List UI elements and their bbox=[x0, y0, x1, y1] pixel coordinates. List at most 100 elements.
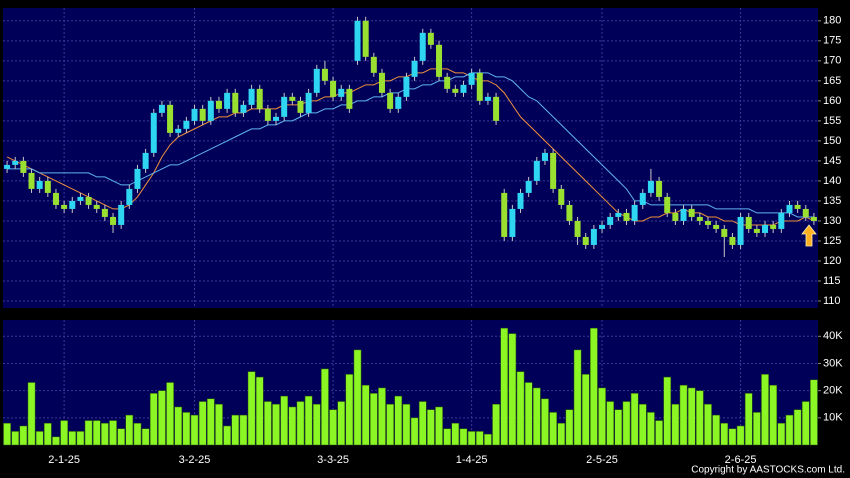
volume-bar bbox=[84, 420, 93, 446]
candle-body bbox=[199, 108, 206, 121]
y-tick-label: 155 bbox=[823, 115, 841, 127]
volume-bar bbox=[598, 387, 606, 446]
candle-body bbox=[647, 180, 654, 193]
y-tick-label: 125 bbox=[823, 235, 841, 247]
candle-body bbox=[248, 88, 255, 105]
volume-bar bbox=[508, 333, 517, 446]
y-tick-label: 110 bbox=[823, 295, 841, 307]
candle-body bbox=[802, 208, 809, 217]
volume-bar bbox=[590, 327, 598, 446]
volume-bar bbox=[663, 376, 672, 446]
volume-bar bbox=[801, 401, 810, 446]
volume-bar bbox=[386, 403, 394, 446]
volume-bar bbox=[378, 387, 386, 446]
volume-bar bbox=[655, 420, 663, 446]
candle-body bbox=[305, 92, 312, 113]
volume-bar bbox=[125, 414, 134, 446]
candle-body bbox=[533, 160, 540, 181]
candle-body bbox=[44, 180, 51, 193]
y-tick-label: 120 bbox=[823, 255, 841, 267]
candle-body bbox=[770, 224, 777, 229]
candle-body bbox=[354, 20, 361, 61]
candle-body bbox=[297, 100, 304, 113]
candle-body bbox=[468, 72, 475, 85]
volume-bar bbox=[402, 403, 411, 446]
volume-bar bbox=[704, 403, 712, 446]
volume-bar bbox=[255, 376, 264, 446]
volume-bar bbox=[133, 423, 142, 446]
volume-bar bbox=[264, 401, 272, 446]
candle-body bbox=[134, 168, 141, 189]
candle-body bbox=[582, 236, 589, 245]
volume-bar bbox=[329, 409, 337, 446]
volume-bar bbox=[215, 403, 223, 446]
volume-bar bbox=[149, 393, 158, 446]
candle-body bbox=[118, 204, 125, 225]
candle-body bbox=[599, 224, 606, 229]
candle-body bbox=[558, 188, 565, 205]
candle-body bbox=[387, 92, 394, 109]
volume-bar bbox=[231, 414, 240, 446]
y-tick-label: 115 bbox=[823, 275, 841, 287]
candle-body bbox=[77, 196, 84, 201]
candle-body bbox=[126, 188, 133, 205]
volume-bar bbox=[500, 327, 509, 446]
candle-body bbox=[436, 44, 443, 77]
volume-bar bbox=[720, 423, 729, 446]
candle-body bbox=[656, 180, 663, 197]
candle-body bbox=[93, 204, 100, 209]
candle-body bbox=[631, 204, 638, 221]
candle-body bbox=[313, 68, 320, 93]
candle-body bbox=[427, 32, 434, 45]
volume-bar bbox=[475, 431, 484, 446]
candle-body bbox=[4, 164, 11, 169]
volume-bar bbox=[182, 412, 191, 446]
y-tick-label: 170 bbox=[823, 55, 841, 67]
volume-bar bbox=[190, 414, 199, 446]
candle-body bbox=[623, 212, 630, 221]
x-tick-label: 2-5-25 bbox=[586, 454, 618, 466]
volume-bar bbox=[793, 409, 802, 446]
volume-bar bbox=[565, 409, 574, 446]
candle-body bbox=[28, 172, 35, 189]
candle-body bbox=[688, 208, 695, 217]
volume-bar bbox=[174, 406, 183, 446]
candle-body bbox=[158, 104, 165, 113]
volume-bar bbox=[541, 398, 549, 446]
candle-body bbox=[704, 220, 711, 225]
candle-body bbox=[338, 88, 345, 97]
volume-bar bbox=[44, 423, 52, 446]
volume-bar bbox=[223, 425, 231, 446]
volume-bar bbox=[638, 403, 647, 446]
volume-bar bbox=[753, 412, 761, 446]
volume-bar bbox=[557, 423, 566, 446]
volume-bar bbox=[117, 428, 125, 446]
volume-bar bbox=[435, 406, 443, 446]
candle-body bbox=[346, 88, 353, 109]
candle-body bbox=[207, 100, 214, 121]
candle-body bbox=[729, 236, 736, 245]
candle-body bbox=[289, 96, 296, 101]
volume-bar bbox=[524, 382, 533, 446]
volume-bar bbox=[785, 414, 794, 446]
volume-bar bbox=[370, 393, 378, 446]
volume-bar bbox=[76, 431, 85, 446]
candle-body bbox=[191, 108, 198, 121]
candle-body bbox=[566, 204, 573, 221]
candle-body bbox=[167, 104, 174, 133]
candle-body bbox=[150, 112, 157, 153]
volume-bar bbox=[394, 395, 403, 446]
volume-bar bbox=[35, 431, 44, 446]
volume-bar bbox=[606, 401, 614, 446]
volume-bar bbox=[288, 406, 297, 446]
x-tick-label: 2-1-25 bbox=[48, 454, 80, 466]
volume-bar bbox=[3, 423, 11, 446]
candle-body bbox=[713, 224, 720, 229]
candle-body bbox=[541, 152, 548, 161]
volume-bar bbox=[614, 409, 623, 446]
candle-body bbox=[664, 196, 671, 213]
copyright: Copyright by AASTOCKS.com Ltd. bbox=[691, 465, 845, 476]
volume-bar bbox=[533, 387, 541, 446]
volume-bar bbox=[68, 431, 77, 446]
candle-body bbox=[52, 192, 59, 205]
